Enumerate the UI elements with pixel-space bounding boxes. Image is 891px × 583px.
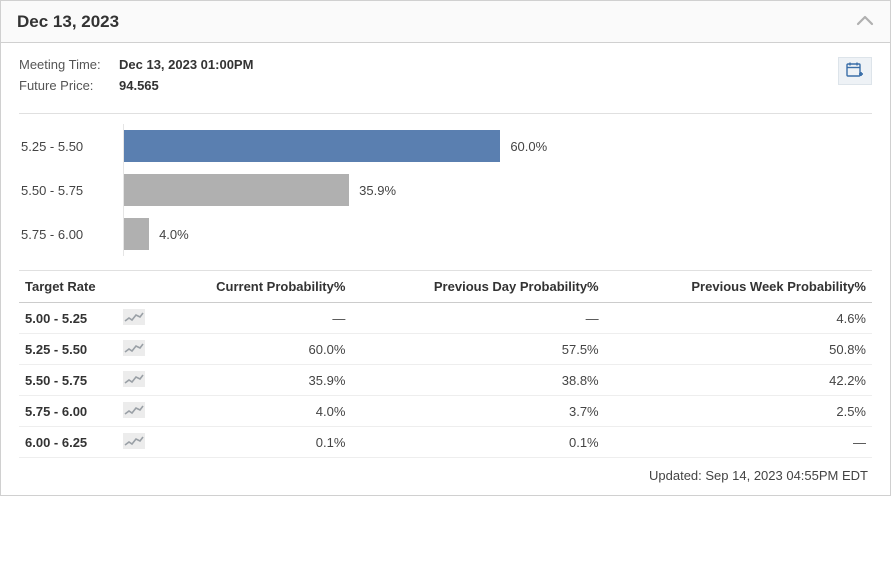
cell-chart-icon [119,365,149,396]
cell-prev-week: — [605,427,872,458]
sparkline-icon[interactable] [123,371,145,387]
cell-prev-day: 0.1% [351,427,604,458]
cell-chart-icon [119,396,149,427]
cell-chart-icon [119,427,149,458]
future-price-label: Future Price: [19,78,119,93]
chart-bar-row: 35.9% [124,168,872,212]
probability-table-wrapper: Target Rate Current Probability% Previou… [19,270,872,485]
chart-label-row: 5.25 - 5.50 [19,124,123,168]
cell-prev-day: 3.7% [351,396,604,427]
chevron-up-icon[interactable] [856,11,874,32]
cell-current: — [149,303,351,334]
cell-prev-week: 42.2% [605,365,872,396]
panel-body: Meeting Time: Dec 13, 2023 01:00PM Futur… [1,43,890,495]
cell-target-rate: 5.75 - 6.00 [19,396,119,427]
cell-current: 0.1% [149,427,351,458]
col-header-target-rate: Target Rate [19,271,119,303]
sparkline-icon[interactable] [123,402,145,418]
meta-section: Meeting Time: Dec 13, 2023 01:00PM Futur… [19,57,872,99]
bar-value-label: 4.0% [159,227,189,242]
col-header-icon [119,271,149,303]
sparkline-icon[interactable] [123,433,145,449]
meta-row-meeting-time: Meeting Time: Dec 13, 2023 01:00PM [19,57,253,72]
table-body: 5.00 - 5.25——4.6%5.25 - 5.5060.0%57.5%50… [19,303,872,458]
bar-wrap: 4.0% [124,212,872,256]
cell-target-rate: 5.00 - 5.25 [19,303,119,334]
cell-prev-day: — [351,303,604,334]
cell-prev-week: 50.8% [605,334,872,365]
cell-prev-day: 57.5% [351,334,604,365]
probability-panel: Dec 13, 2023 Meeting Time: Dec 13, 2023 … [0,0,891,496]
meta-lines: Meeting Time: Dec 13, 2023 01:00PM Futur… [19,57,253,99]
col-header-current: Current Probability% [149,271,351,303]
bar-value-label: 60.0% [510,139,547,154]
sparkline-icon[interactable] [123,309,145,325]
cell-current: 4.0% [149,396,351,427]
chart-category-label: 5.75 - 6.00 [19,227,83,242]
chart-label-row: 5.50 - 5.75 [19,168,123,212]
cell-prev-week: 2.5% [605,396,872,427]
table-row: 6.00 - 6.250.1%0.1%— [19,427,872,458]
table-header-row: Target Rate Current Probability% Previou… [19,271,872,303]
cell-prev-week: 4.6% [605,303,872,334]
future-price-value: 94.565 [119,78,159,93]
chart-labels-column: 5.25 - 5.50 5.50 - 5.75 5.75 - 6.00 [19,124,124,256]
probability-table: Target Rate Current Probability% Previou… [19,271,872,458]
cell-chart-icon [119,303,149,334]
bar-wrap: 35.9% [124,168,872,212]
meeting-time-label: Meeting Time: [19,57,119,72]
chart-label-row: 5.75 - 6.00 [19,212,123,256]
bar-wrap: 60.0% [124,124,872,168]
table-row: 5.00 - 5.25——4.6% [19,303,872,334]
cell-current: 35.9% [149,365,351,396]
chart-bars-column: 60.0% 35.9% 4.0% [124,124,872,256]
panel-title: Dec 13, 2023 [17,12,119,32]
bar [124,174,349,206]
panel-header: Dec 13, 2023 [1,1,890,43]
cell-prev-day: 38.8% [351,365,604,396]
col-header-prev-week: Previous Week Probability% [605,271,872,303]
chart-bar-row: 60.0% [124,124,872,168]
table-row: 5.25 - 5.50 60.0%57.5%50.8% [19,334,872,365]
table-row: 5.50 - 5.75 35.9%38.8%42.2% [19,365,872,396]
table-row: 5.75 - 6.00 4.0%3.7%2.5% [19,396,872,427]
chart-bar-row: 4.0% [124,212,872,256]
col-header-prev-day: Previous Day Probability% [351,271,604,303]
bar-value-label: 35.9% [359,183,396,198]
bar [124,218,149,250]
chart-category-label: 5.50 - 5.75 [19,183,83,198]
meta-row-future-price: Future Price: 94.565 [19,78,253,93]
calendar-add-button[interactable] [838,57,872,85]
meeting-time-value: Dec 13, 2023 01:00PM [119,57,253,72]
calendar-add-icon [846,62,864,81]
bar [124,130,500,162]
cell-target-rate: 6.00 - 6.25 [19,427,119,458]
updated-timestamp: Updated: Sep 14, 2023 04:55PM EDT [19,458,872,485]
cell-target-rate: 5.25 - 5.50 [19,334,119,365]
cell-target-rate: 5.50 - 5.75 [19,365,119,396]
cell-chart-icon [119,334,149,365]
sparkline-icon[interactable] [123,340,145,356]
cell-current: 60.0% [149,334,351,365]
chart-category-label: 5.25 - 5.50 [19,139,83,154]
bar-chart: 5.25 - 5.50 5.50 - 5.75 5.75 - 6.00 60.0% 3… [19,113,872,270]
